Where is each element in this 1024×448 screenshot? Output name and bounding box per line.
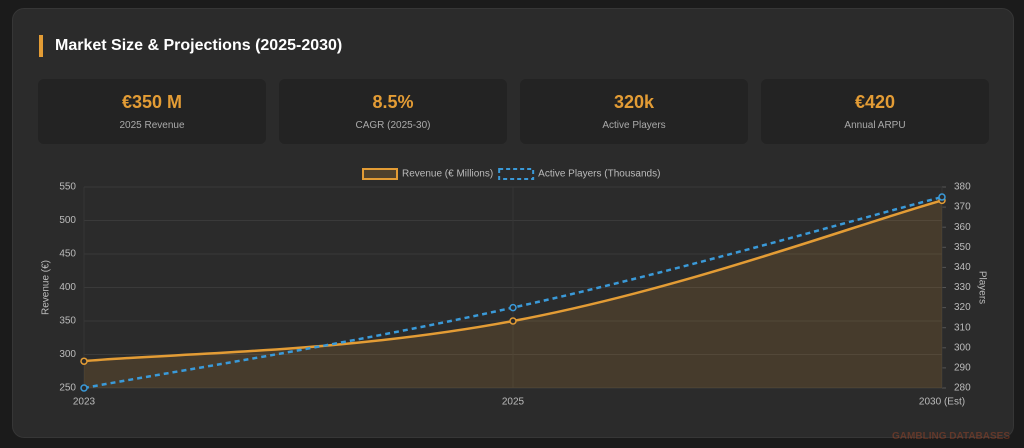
kpi-value: €420 [854, 92, 896, 112]
x-tick-label: 2025 [502, 397, 525, 408]
y-tick-label: 250 [59, 383, 76, 394]
y2-tick-label: 280 [954, 383, 971, 394]
y2-tick-label: 350 [954, 242, 971, 253]
y2-tick-label: 330 [954, 282, 971, 293]
y-tick-label: 400 [59, 282, 76, 293]
y-tick-label: 500 [59, 215, 76, 226]
area [84, 200, 942, 388]
kpi-tile: €350 M 2025 Revenue [38, 79, 266, 144]
y2-tick-label: 340 [954, 262, 971, 273]
point [509, 317, 517, 325]
kpi-label: Active Players [602, 120, 666, 131]
kpi-value: 320k [613, 92, 655, 112]
point [509, 303, 517, 312]
kpi-value: 8.5% [372, 92, 414, 112]
kpi-label: 2025 Revenue [119, 120, 185, 131]
watermark: GAMBLING DATABASES [892, 431, 1010, 442]
y-tick-label: 450 [59, 249, 76, 260]
y-tick-label: 350 [59, 316, 76, 327]
y2-tick-label: 360 [954, 222, 971, 233]
legend-label: Revenue (€ Millions) [402, 169, 493, 180]
legend-label: Active Players (Thousands) [538, 169, 660, 180]
y-axis-title: Revenue (€) [41, 260, 52, 315]
y2-tick-label: 310 [954, 322, 971, 333]
x-tick-label: 2030 (Est) [919, 397, 965, 408]
kpi-tile: 8.5% CAGR (2025-30) [279, 79, 507, 144]
point [80, 357, 88, 365]
kpi-label: CAGR (2025-30) [355, 120, 431, 131]
x-tick-label: 2023 [73, 397, 96, 408]
kpi-tile: €420 Annual ARPU [761, 79, 989, 144]
y-tick-label: 550 [59, 182, 76, 193]
card-title: Market Size & Projections (2025-2030) [39, 35, 342, 57]
legend-swatch [362, 168, 398, 180]
point [80, 384, 88, 392]
y-tick-label: 300 [59, 349, 76, 360]
y2-tick-label: 320 [954, 302, 971, 313]
y2-tick-label: 290 [954, 363, 971, 374]
point [938, 193, 946, 201]
kpi-tile: 320k Active Players [520, 79, 748, 144]
y2-tick-label: 380 [954, 182, 971, 193]
kpi-value: €350 M [121, 92, 183, 112]
y2-axis-title: Players [976, 271, 987, 304]
y2-tick-label: 370 [954, 202, 971, 213]
kpi-label: Annual ARPU [844, 120, 906, 131]
y2-tick-label: 300 [954, 342, 971, 353]
legend-swatch [498, 168, 535, 180]
